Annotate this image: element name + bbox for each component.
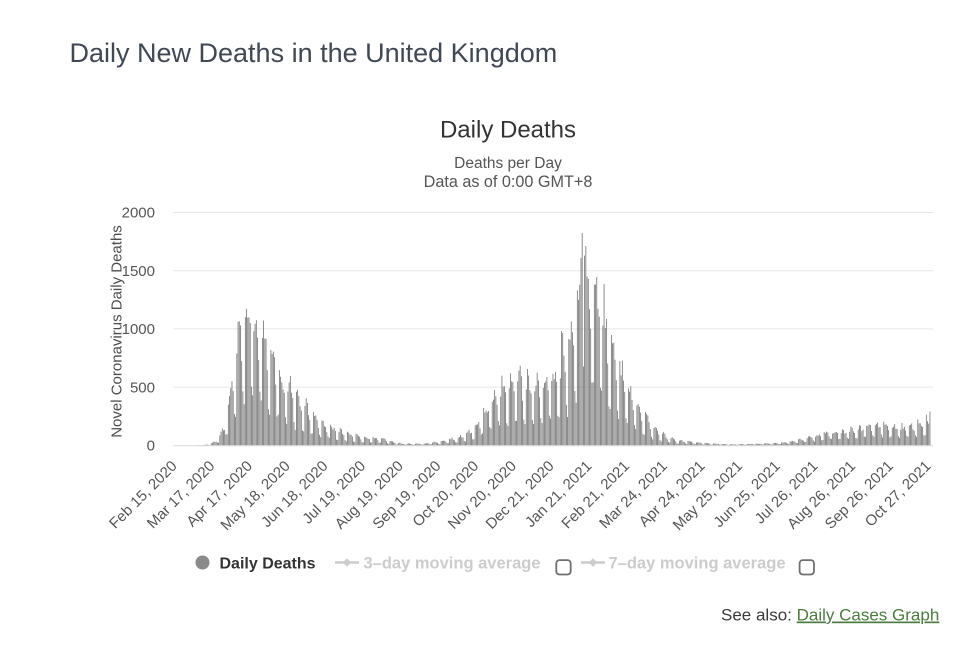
- svg-text:Daily Deaths: Daily Deaths: [220, 555, 316, 572]
- svg-text:7–day moving average: 7–day moving average: [609, 554, 786, 572]
- svg-text:Deaths per Day: Deaths per Day: [454, 155, 562, 172]
- svg-text:0: 0: [147, 438, 155, 455]
- svg-text:2000: 2000: [122, 205, 155, 222]
- svg-text:Daily New Deaths in the United: Daily New Deaths in the United Kingdom: [70, 38, 558, 68]
- svg-text:See also: Daily Cases Graph: See also: Daily Cases Graph: [721, 606, 939, 625]
- svg-text:500: 500: [130, 379, 155, 396]
- svg-text:Data as of 0:00 GMT+8: Data as of 0:00 GMT+8: [424, 173, 593, 191]
- svg-text:1000: 1000: [122, 321, 155, 338]
- svg-text:Daily Deaths: Daily Deaths: [440, 117, 576, 144]
- svg-text:3–day moving average: 3–day moving average: [364, 554, 541, 572]
- svg-text:1500: 1500: [122, 263, 155, 280]
